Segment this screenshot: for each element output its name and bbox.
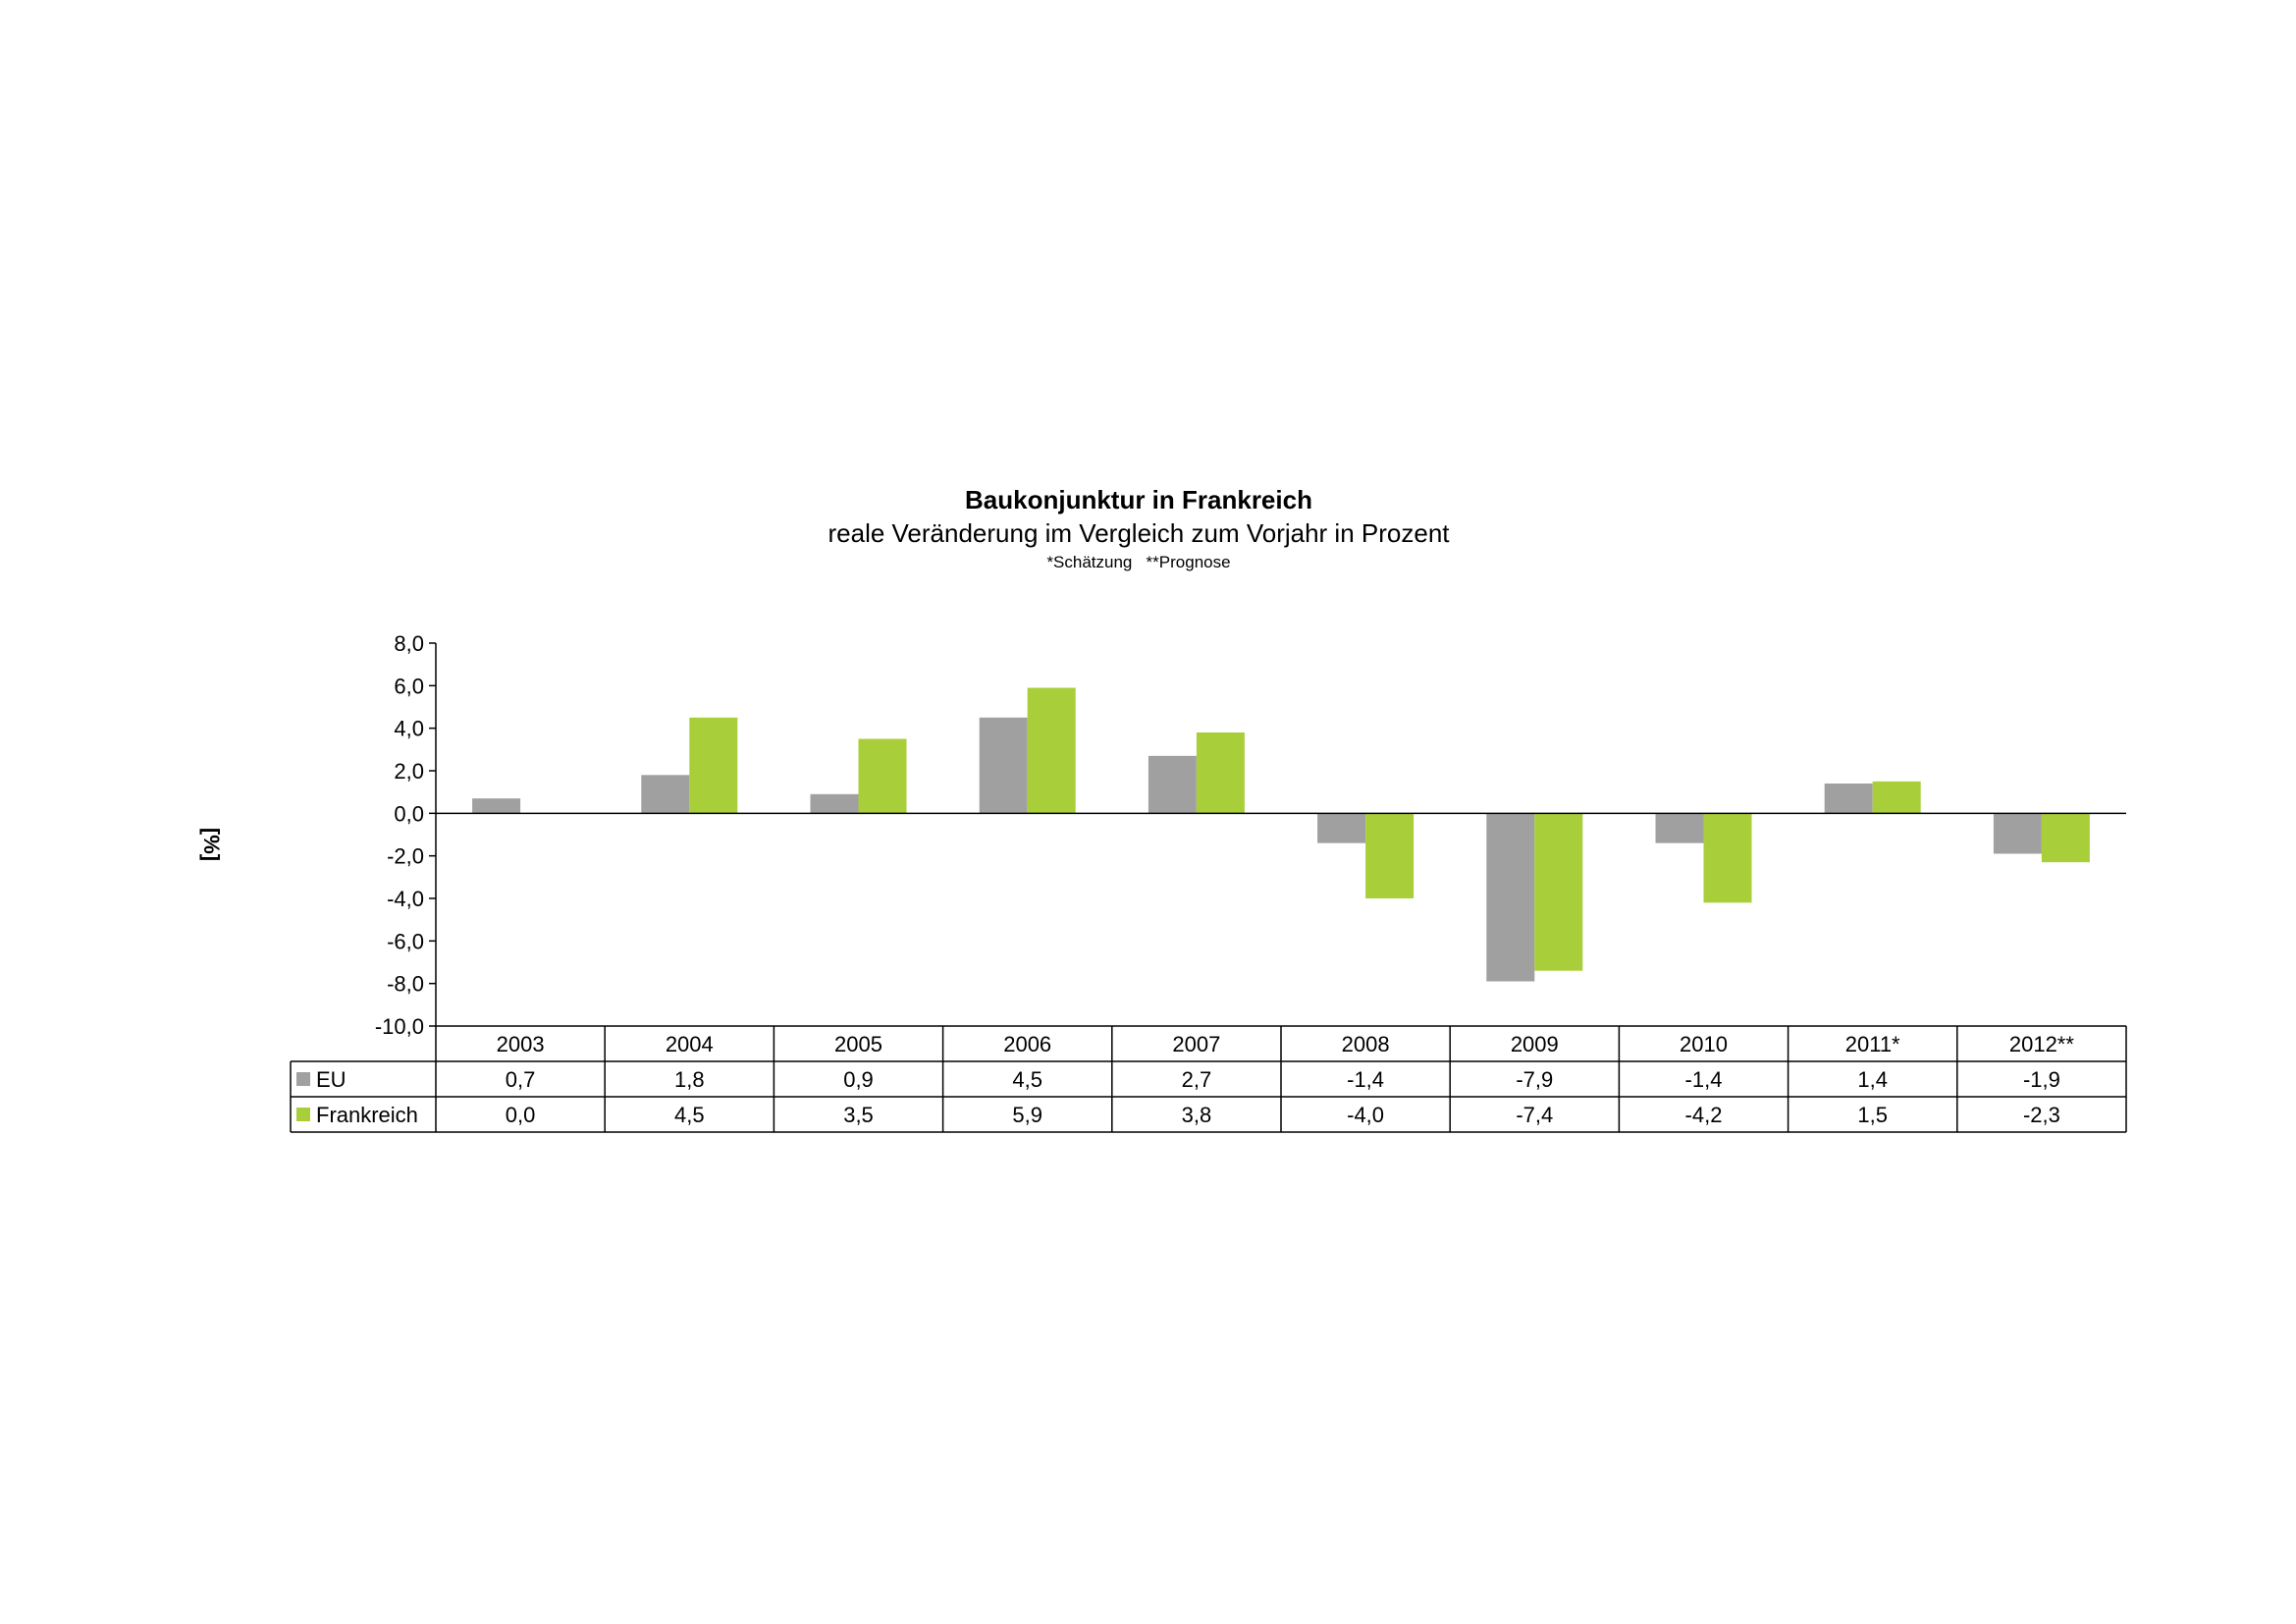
bar-frankreich-2007	[1196, 732, 1245, 814]
data-label-frankreich: 1,5	[1857, 1103, 1888, 1127]
bar-frankreich-2012	[2041, 813, 2090, 863]
bar-eu-2009	[1486, 813, 1535, 982]
bar-frankreich-2008	[1365, 813, 1415, 898]
data-label-eu: 4,5	[1012, 1067, 1042, 1092]
legend-label: EU	[316, 1067, 347, 1092]
data-label-eu: 1,8	[674, 1067, 705, 1092]
bar-eu-2012	[1993, 813, 2042, 854]
y-tick-label: 0,0	[394, 801, 424, 826]
category-label: 2011*	[1845, 1032, 1900, 1056]
bar-frankreich-2004	[689, 717, 738, 814]
category-label: 2007	[1172, 1032, 1220, 1056]
category-label: 2008	[1342, 1032, 1390, 1056]
data-label-eu: 1,4	[1857, 1067, 1888, 1092]
bar-eu-2004	[641, 775, 690, 814]
data-label-frankreich: 4,5	[674, 1103, 705, 1127]
category-label: 2004	[666, 1032, 714, 1056]
y-tick-label: -2,0	[387, 844, 424, 869]
data-label-eu: -1,4	[1685, 1067, 1723, 1092]
data-label-frankreich: 5,9	[1012, 1103, 1042, 1127]
data-label-frankreich: -4,2	[1685, 1103, 1723, 1127]
bar-frankreich-2011	[1872, 781, 1921, 814]
data-label-frankreich: -2,3	[2023, 1103, 2060, 1127]
chart-note: *Schätzung **Prognose	[1046, 553, 1230, 571]
bar-eu-2008	[1317, 813, 1366, 843]
y-tick-label: -6,0	[387, 929, 424, 953]
bar-eu-2006	[979, 717, 1028, 814]
bar-frankreich-2005	[858, 738, 907, 814]
y-axis: 8,0 6,0 4,0 2,0 0,0 -2,0 -4,0 -6,0 -8,0 -10,0	[375, 631, 437, 1039]
y-tick-label: -8,0	[387, 972, 424, 997]
legend-swatch-eu	[296, 1072, 310, 1086]
legend-swatch-frankreich	[296, 1108, 310, 1121]
data-label-frankreich: 3,8	[1182, 1103, 1212, 1127]
y-tick-label: -10,0	[375, 1014, 424, 1039]
y-tick-label: 6,0	[394, 674, 424, 698]
bar-eu-2003	[472, 798, 521, 814]
chart-subtitle: reale Veränderung im Vergleich zum Vorja…	[828, 518, 1450, 548]
category-label: 2012**	[2009, 1032, 2075, 1056]
data-label-eu: 0,7	[506, 1067, 536, 1092]
data-label-frankreich: 0,0	[506, 1103, 536, 1127]
data-label-eu: 0,9	[843, 1067, 874, 1092]
bar-frankreich-2006	[1027, 687, 1076, 814]
data-label-frankreich: -7,4	[1516, 1103, 1553, 1127]
category-label: 2005	[834, 1032, 882, 1056]
data-label-eu: -1,4	[1347, 1067, 1384, 1092]
data-label-frankreich: 3,5	[843, 1103, 874, 1127]
bar-frankreich-2009	[1534, 813, 1583, 971]
bar-eu-2011	[1824, 784, 1873, 814]
category-label: 2003	[497, 1032, 545, 1056]
category-label: 2009	[1511, 1032, 1559, 1056]
y-axis-label: [%]	[199, 828, 224, 861]
data-label-eu: -7,9	[1516, 1067, 1553, 1092]
y-tick-label: 4,0	[394, 717, 424, 741]
category-label: 2006	[1003, 1032, 1051, 1056]
bar-frankreich-2010	[1703, 813, 1752, 903]
bar-eu-2005	[810, 793, 859, 814]
y-tick-label: 8,0	[394, 631, 424, 656]
data-table: 2003 2004 2005 2006 2007 2008 2009 2010 2011* 201…	[290, 1025, 2127, 1133]
y-tick-label: -4,0	[387, 887, 424, 911]
bar-eu-2010	[1655, 813, 1704, 843]
data-label-frankreich: -4,0	[1347, 1103, 1384, 1127]
chart-title: Baukonjunktur in Frankreich	[965, 485, 1312, 514]
bar-eu-2007	[1148, 755, 1197, 814]
category-label: 2010	[1680, 1032, 1728, 1056]
data-label-eu: 2,7	[1182, 1067, 1212, 1092]
y-tick-label: 2,0	[394, 759, 424, 784]
data-label-eu: -1,9	[2023, 1067, 2060, 1092]
legend-label: Frankreich	[316, 1103, 418, 1127]
bars	[436, 687, 2126, 982]
